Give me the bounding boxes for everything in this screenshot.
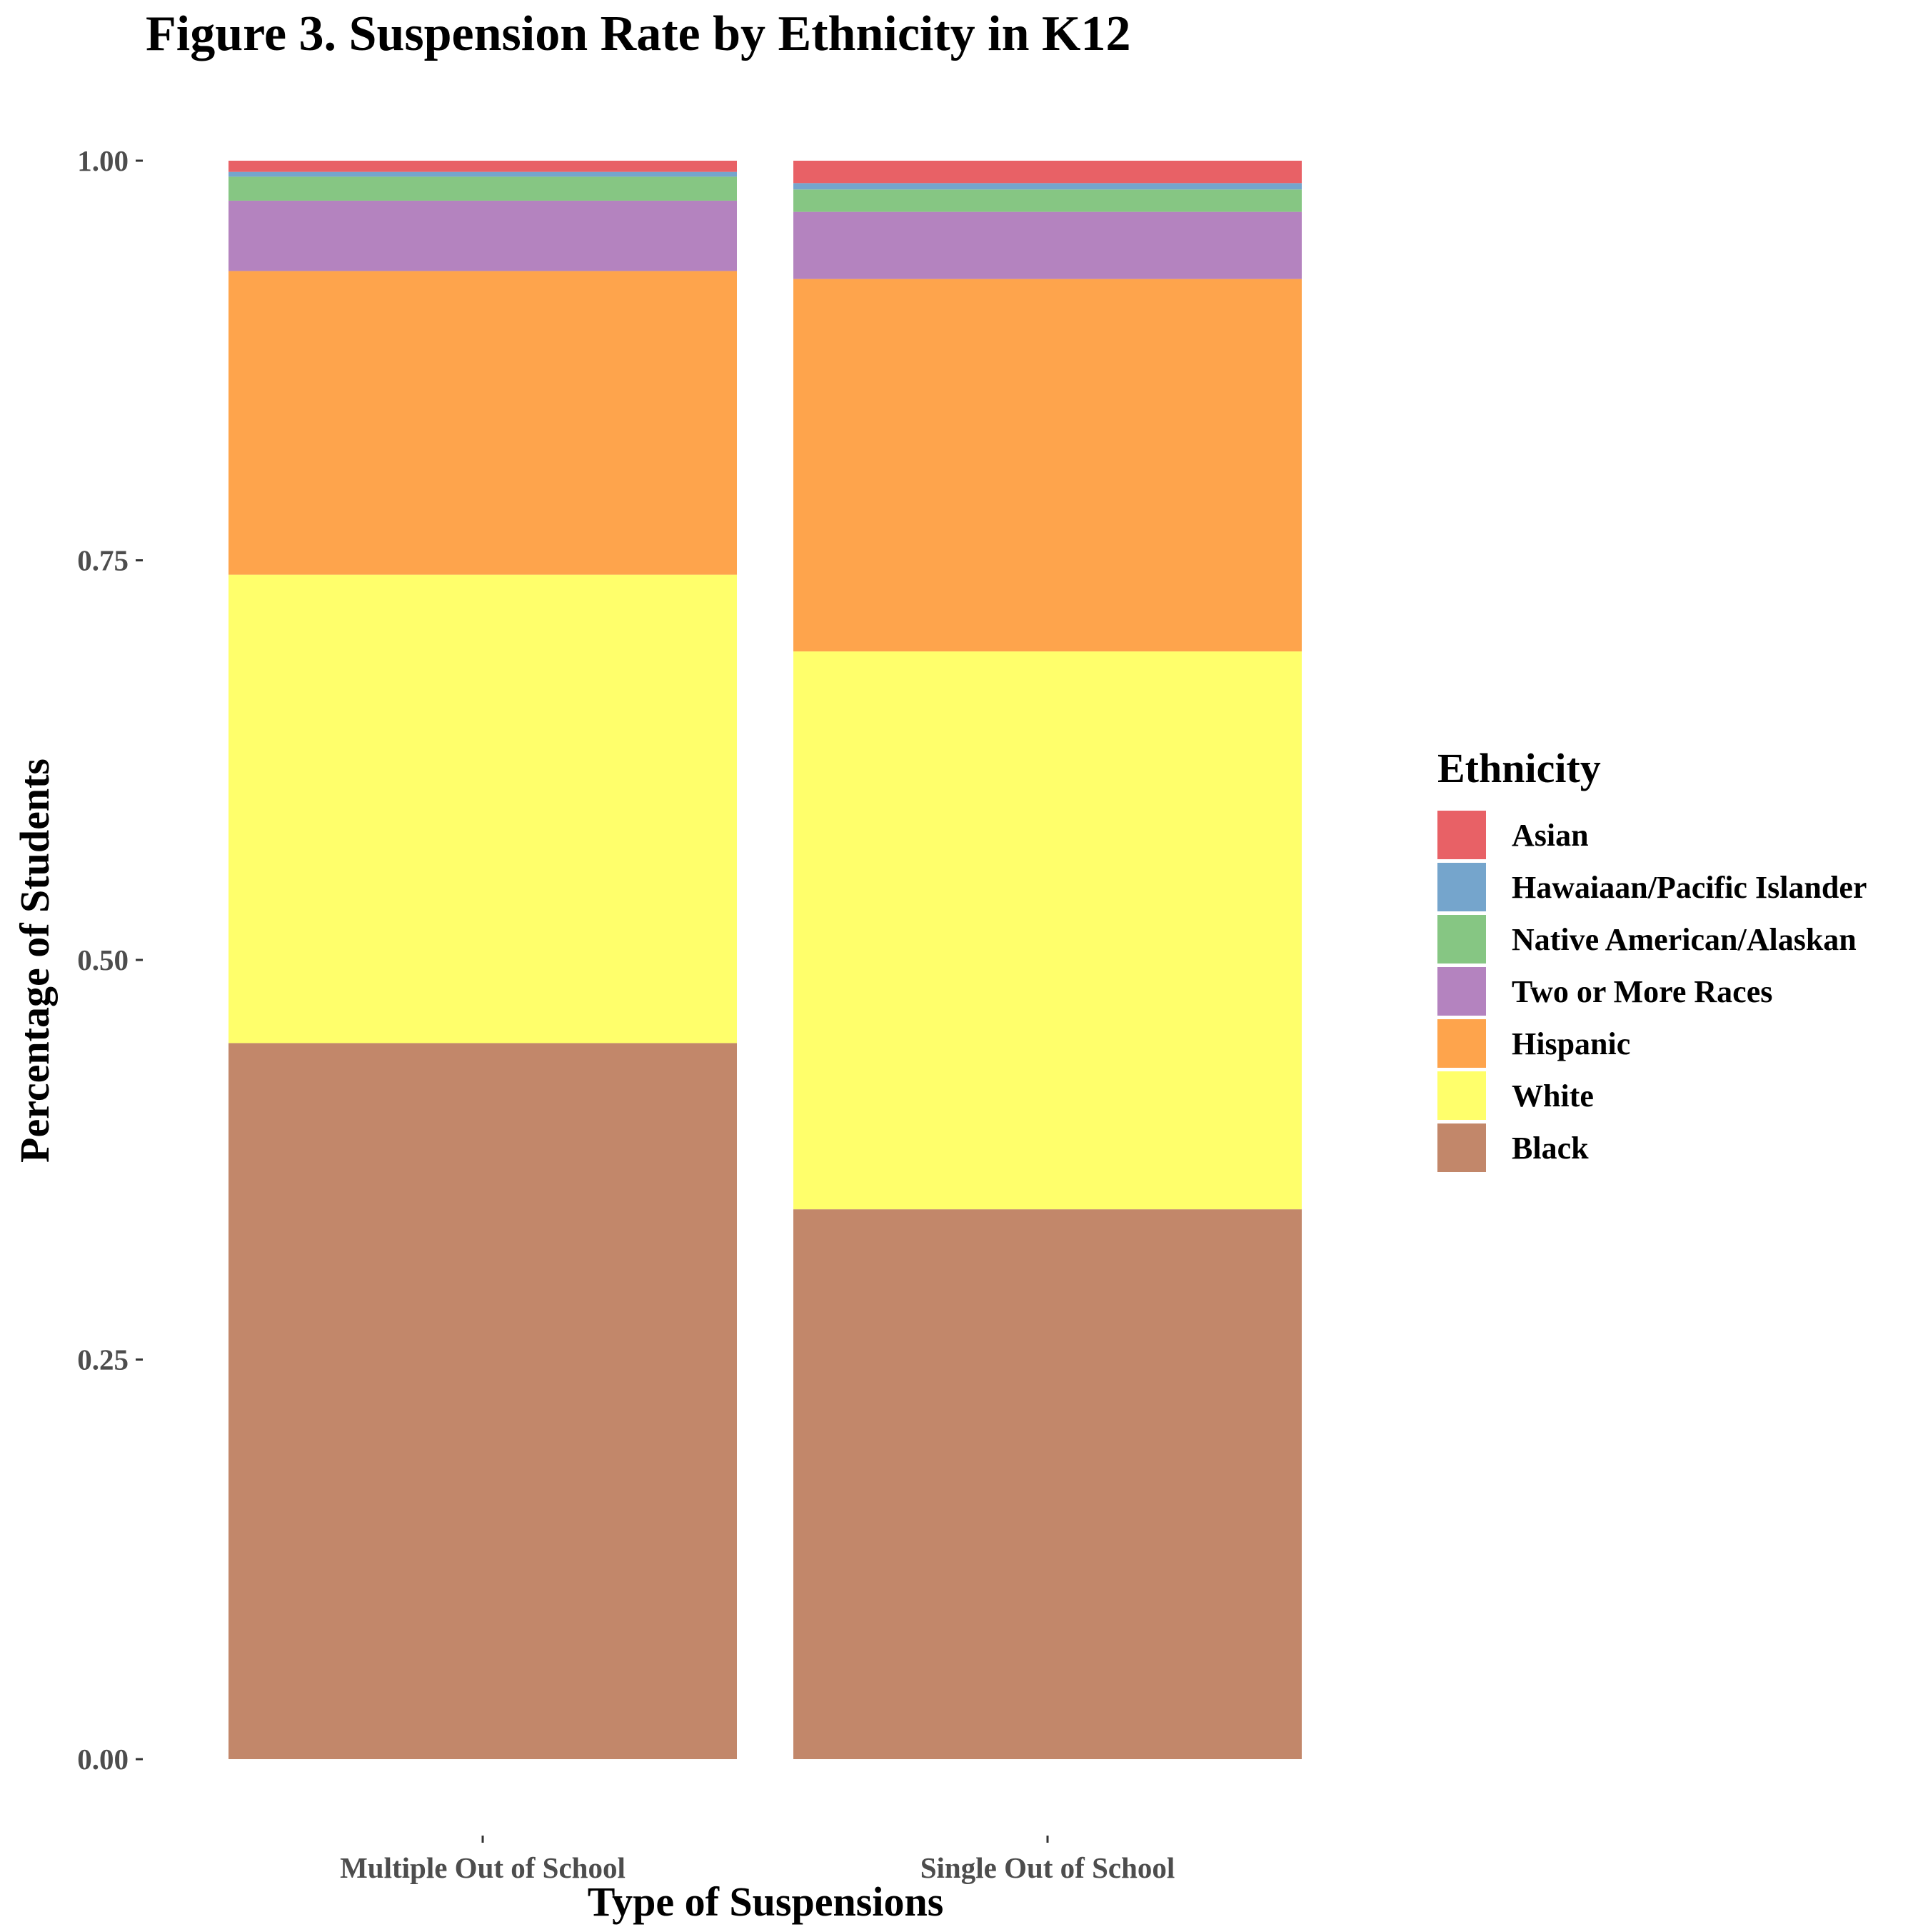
- legend-title: Ethnicity: [1437, 745, 1601, 791]
- legend-label: Black: [1512, 1131, 1589, 1166]
- legend-swatch: [1437, 967, 1486, 1016]
- bar-segment-hispanic-1: [229, 271, 737, 575]
- bar-segment-white-1: [229, 574, 737, 1043]
- x-tick-label: Multiple Out of School: [340, 1851, 626, 1884]
- legend-swatch: [1437, 915, 1486, 964]
- legend: Ethnicity Asian Hawaiaan/Pacific Islander…: [1437, 745, 1867, 1172]
- legend-label: White: [1512, 1078, 1594, 1113]
- legend-label: Hispanic: [1512, 1026, 1630, 1061]
- bar-segment-asian-1: [229, 161, 737, 172]
- legend-label: Asian: [1512, 818, 1589, 853]
- bar-segment-native-american-alaskan-2: [793, 189, 1302, 212]
- legend-swatch: [1437, 1071, 1486, 1120]
- y-axis: 0.00 0.25 0.50 0.75 1.00: [77, 144, 143, 1776]
- legend-swatch: [1437, 811, 1486, 859]
- legend-swatch: [1437, 1123, 1486, 1172]
- legend-label: Two or More Races: [1512, 974, 1772, 1009]
- legend-label: Hawaiaan/Pacific Islander: [1512, 870, 1867, 905]
- bar-segment-black-2: [793, 1209, 1302, 1759]
- bars: [229, 161, 1302, 1759]
- y-tick-label: 0.00: [77, 1743, 129, 1776]
- bar-segment-hawaiaan-pacific-islander-2: [793, 183, 1302, 190]
- x-axis: Multiple Out of School Single Out of Scho…: [340, 1836, 1175, 1884]
- legend-swatch: [1437, 863, 1486, 911]
- x-axis-title: Type of Suspensions: [588, 1878, 944, 1925]
- legend-label: Native American/Alaskan: [1512, 922, 1857, 957]
- bar-segment-asian-2: [793, 161, 1302, 184]
- bar-segment-two-or-more-races-2: [793, 211, 1302, 279]
- bar-segment-hawaiaan-pacific-islander-1: [229, 171, 737, 177]
- bar-segment-white-2: [793, 651, 1302, 1210]
- bar-segment-two-or-more-races-1: [229, 200, 737, 271]
- y-tick-label: 0.25: [77, 1343, 129, 1376]
- bar-segment-black-1: [229, 1043, 737, 1759]
- x-tick-label: Single Out of School: [920, 1851, 1175, 1884]
- bar-segment-hispanic-2: [793, 279, 1302, 652]
- bar-segment-native-american-alaskan-1: [229, 176, 737, 201]
- chart-title: Figure 3. Suspension Rate by Ethnicity i…: [146, 6, 1131, 61]
- legend-swatch: [1437, 1019, 1486, 1068]
- y-tick-label: 0.50: [77, 944, 129, 976]
- y-tick-label: 1.00: [77, 144, 129, 177]
- y-tick-label: 0.75: [77, 544, 129, 577]
- y-axis-title: Percentage of Students: [11, 759, 58, 1163]
